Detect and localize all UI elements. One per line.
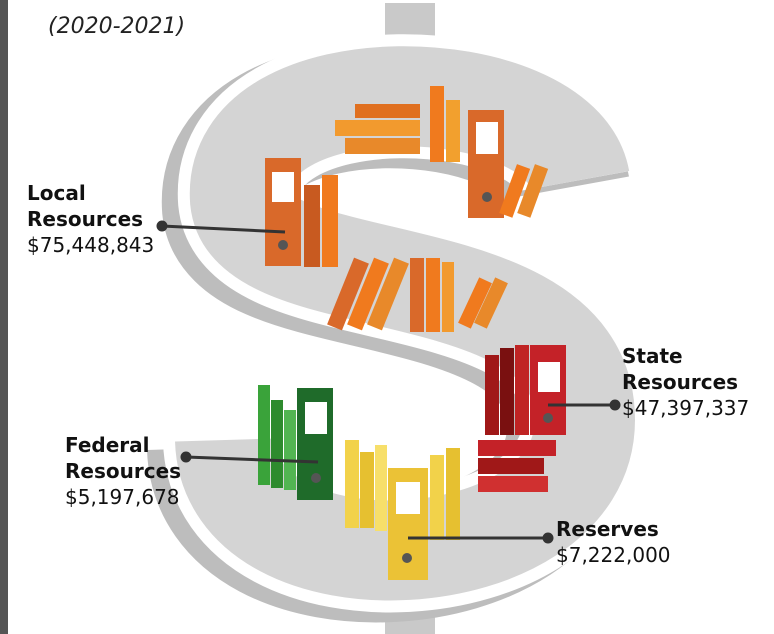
label-amount: $75,448,843 — [27, 233, 155, 257]
edge — [0, 0, 8, 634]
label-local: Local Resources $75,448,843 — [27, 180, 157, 258]
label-reserves: Reserves $7,222,000 — [556, 516, 706, 568]
label-name: Federal Resources — [65, 433, 182, 483]
books-reserves — [345, 440, 460, 580]
books-federal — [258, 385, 333, 500]
label-name: State Resources — [622, 344, 739, 394]
label-name: Local Resources — [27, 181, 144, 231]
subtitle: (2020-2021) — [48, 14, 186, 39]
books-state — [478, 345, 566, 492]
label-amount: $7,222,000 — [556, 543, 671, 567]
label-federal: Federal Resources $5,197,678 — [65, 432, 195, 510]
label-amount: $5,197,678 — [65, 485, 180, 509]
label-amount: $47,397,337 — [622, 396, 750, 420]
books-local — [265, 86, 549, 332]
label-name: Reserves — [556, 517, 659, 541]
leader-lines — [156, 220, 621, 544]
label-state: State Resources $47,397,337 — [622, 343, 772, 421]
